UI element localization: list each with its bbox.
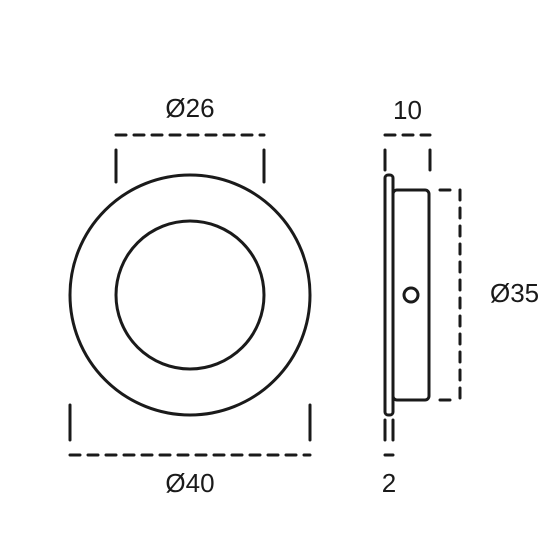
dim-label-d26: Ø26 [165,93,214,123]
dim-label-10: 10 [393,95,422,125]
dim-label-2: 2 [382,468,396,498]
dim-label-d40: Ø40 [165,468,214,498]
side-hole [404,288,418,302]
dim-label-d35: Ø35 [490,278,539,308]
front-outer-circle [70,175,310,415]
front-inner-circle [116,221,264,369]
side-body [393,190,429,400]
